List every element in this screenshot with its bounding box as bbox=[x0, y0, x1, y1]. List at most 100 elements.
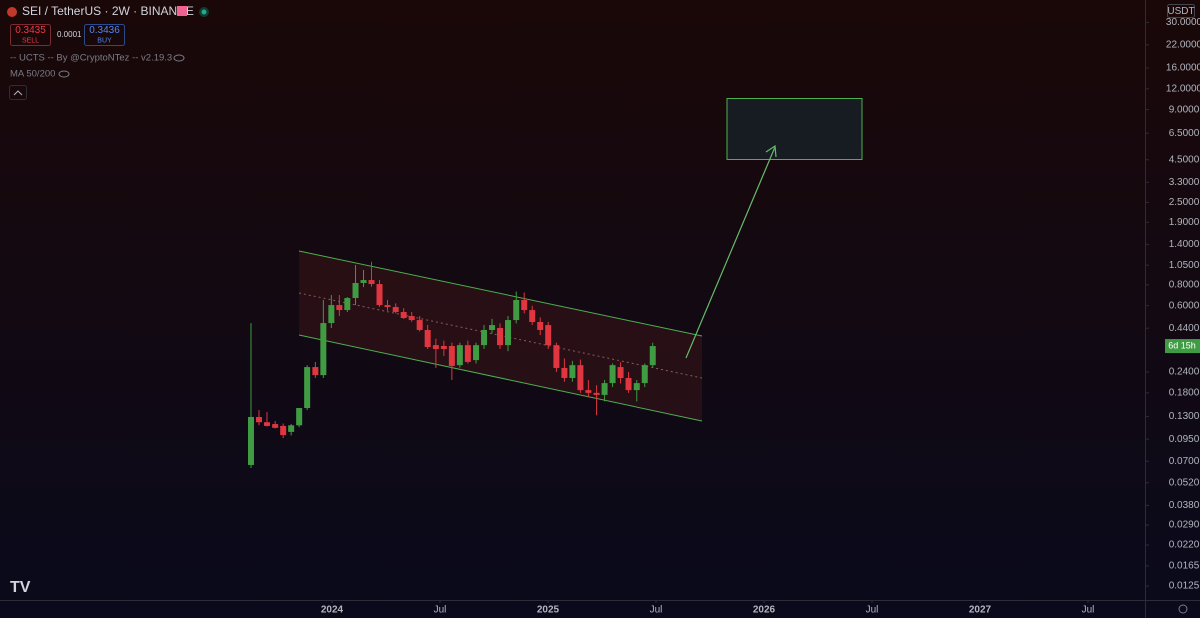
spread: 0.0001 bbox=[57, 30, 82, 39]
y-tick-label: 16.0000 bbox=[1166, 63, 1200, 74]
x-tick-label: 2024 bbox=[321, 605, 344, 616]
y-tick-label: 12.0000 bbox=[1166, 83, 1200, 94]
channel-lower bbox=[298, 334, 703, 422]
indicator-ma: MA 50/200 bbox=[10, 69, 55, 80]
candle-body bbox=[593, 392, 600, 395]
candle-body bbox=[464, 345, 471, 362]
x-tick-label: Jul bbox=[866, 605, 879, 616]
candle-body bbox=[304, 367, 311, 409]
collapse-icon bbox=[13, 90, 23, 96]
tv-logo: TV bbox=[10, 579, 31, 596]
candle-body bbox=[609, 365, 616, 384]
symbol-title: SEI / TetherUS · 2W · BINANCE bbox=[22, 4, 194, 18]
candle-body bbox=[280, 425, 287, 436]
x-tick-label: 2026 bbox=[753, 605, 776, 616]
candle-body bbox=[456, 345, 463, 366]
candle-body bbox=[288, 425, 295, 432]
y-tick-label: 0.1300 bbox=[1169, 411, 1200, 422]
candle-body bbox=[247, 416, 254, 465]
y-tick-label: 1.9000 bbox=[1169, 217, 1200, 228]
sell-button[interactable] bbox=[10, 24, 51, 46]
sell-price: 0.3435 bbox=[15, 25, 46, 36]
y-tick-label: 1.4000 bbox=[1169, 239, 1200, 250]
y-tick-label: 0.0165 bbox=[1169, 561, 1200, 572]
candle-body bbox=[408, 316, 415, 321]
candle-body bbox=[601, 383, 608, 395]
candle-body bbox=[617, 367, 624, 379]
axes: 30.0000 22.0000 16.0000 12.0000 9.0000 6.5000… bbox=[321, 17, 1200, 616]
settings-icon[interactable] bbox=[1178, 604, 1188, 614]
countdown-tag bbox=[1165, 339, 1200, 354]
collapse-button[interactable] bbox=[9, 85, 27, 100]
candle-body bbox=[569, 365, 576, 379]
candle-body bbox=[489, 325, 496, 330]
candle-body bbox=[561, 367, 568, 379]
candle-body bbox=[312, 367, 319, 376]
candle-body bbox=[296, 408, 303, 426]
y-tick-label: 22.0000 bbox=[1166, 40, 1200, 51]
countdown: 6d 15h bbox=[1168, 340, 1196, 350]
channel-upper bbox=[298, 250, 703, 337]
candle-body bbox=[320, 323, 327, 376]
x-tick-label: Jul bbox=[434, 605, 447, 616]
candle-body bbox=[272, 424, 279, 428]
hide-icon[interactable] bbox=[173, 54, 185, 62]
y-tick-label: 3.3000 bbox=[1169, 177, 1200, 188]
candle-body bbox=[440, 345, 447, 349]
buy-label: BUY bbox=[97, 37, 112, 44]
candle-body bbox=[577, 365, 584, 391]
y-tick-label: 30.0000 bbox=[1166, 17, 1200, 28]
y-tick-label: 0.0950 bbox=[1169, 434, 1200, 445]
candle-body bbox=[360, 280, 367, 283]
x-tick-label: Jul bbox=[650, 605, 663, 616]
candle-body bbox=[384, 305, 391, 308]
sell-label: SELL bbox=[22, 37, 39, 44]
buy-price: 0.3436 bbox=[89, 25, 120, 36]
candle-body bbox=[255, 416, 262, 423]
market-status-dot bbox=[201, 9, 207, 15]
y-tick-label: 0.8000 bbox=[1169, 280, 1200, 291]
candle-body bbox=[513, 300, 520, 321]
candle-body bbox=[473, 345, 480, 361]
y-tick-label: 0.1800 bbox=[1169, 388, 1200, 399]
candle-body bbox=[448, 345, 455, 366]
y-tick-label: 0.0520 bbox=[1169, 477, 1200, 488]
x-tick-label: 2025 bbox=[537, 605, 560, 616]
indicator-ucts: -- UCTS -- By @CryptoNTez -- v2.19.3 bbox=[10, 53, 172, 64]
hide-icon[interactable] bbox=[58, 70, 70, 78]
y-tick-label: 0.0380 bbox=[1169, 500, 1200, 511]
y-tick-label: 0.6000 bbox=[1169, 300, 1200, 311]
candle-body bbox=[641, 365, 648, 384]
candle-body bbox=[352, 282, 359, 299]
candle-body bbox=[505, 320, 512, 346]
currency: USDT bbox=[1167, 6, 1194, 17]
candle-body bbox=[424, 329, 431, 348]
buy-button[interactable] bbox=[84, 24, 125, 46]
y-tick-label: 0.4400 bbox=[1169, 323, 1200, 334]
candle-body bbox=[529, 310, 536, 322]
candle-body bbox=[400, 311, 407, 319]
candle-body bbox=[537, 321, 544, 330]
y-tick-label: 0.2400 bbox=[1169, 367, 1200, 378]
candle-body bbox=[521, 300, 528, 311]
candle-body bbox=[368, 280, 375, 285]
candle-body bbox=[416, 320, 423, 330]
x-tick-label: Jul bbox=[1082, 605, 1095, 616]
candle-body bbox=[432, 345, 439, 349]
candle-body bbox=[376, 284, 383, 306]
candle-body bbox=[625, 378, 632, 391]
currency-button[interactable] bbox=[1167, 4, 1195, 18]
arrow-head bbox=[765, 144, 777, 158]
arrow-line bbox=[685, 146, 776, 359]
candle-body bbox=[553, 345, 560, 368]
y-tick-label: 9.0000 bbox=[1169, 104, 1200, 115]
candles bbox=[247, 261, 656, 468]
flag-icon[interactable] bbox=[177, 6, 187, 16]
candle-body bbox=[545, 325, 552, 346]
candle-body bbox=[585, 390, 592, 393]
y-tick-label: 6.5000 bbox=[1169, 128, 1200, 139]
y-tick-label: 0.0700 bbox=[1169, 456, 1200, 467]
symbol-logo bbox=[7, 7, 17, 17]
candle-body bbox=[263, 422, 270, 426]
x-tick-label: 2027 bbox=[969, 605, 992, 616]
